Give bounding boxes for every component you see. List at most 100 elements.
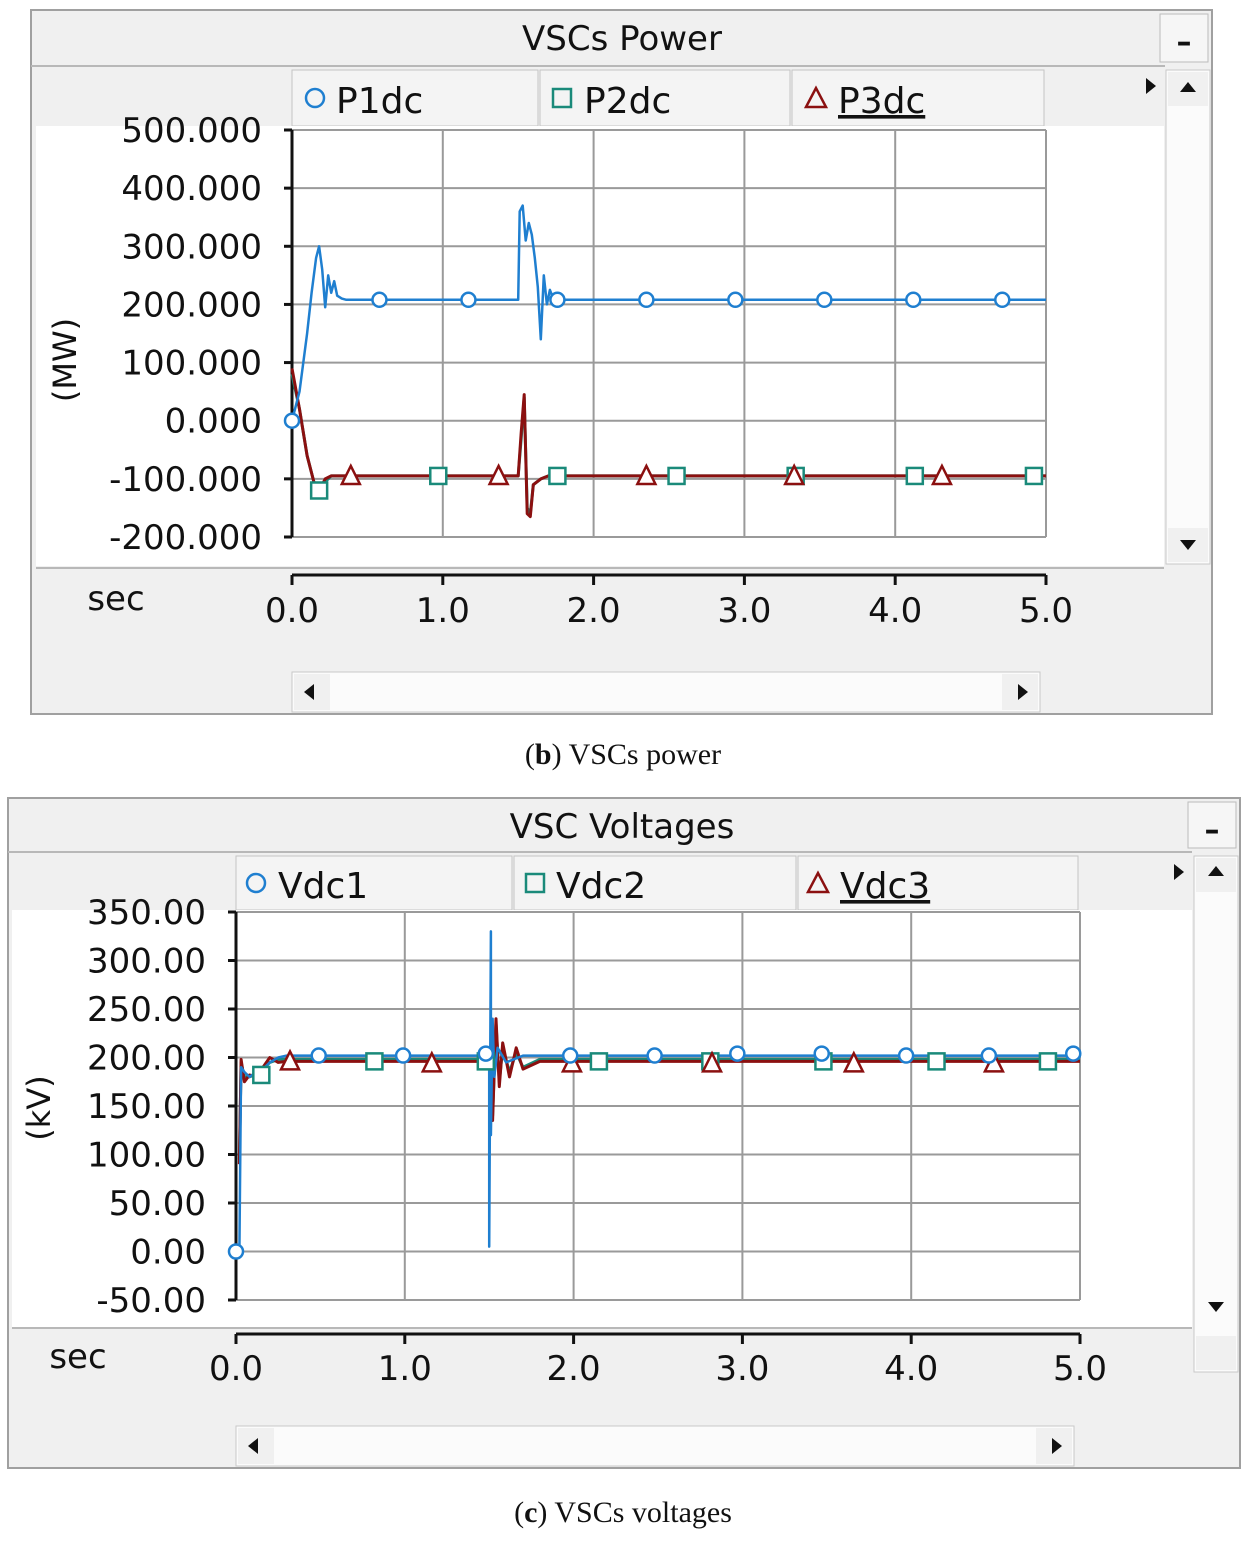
caption-text: VSCs power xyxy=(561,738,722,771)
scroll-up-icon xyxy=(1208,866,1224,876)
legend-label-vdc2: Vdc2 xyxy=(556,866,646,907)
y-tick-label: 150.00 xyxy=(87,1087,206,1127)
data-point-p3dc xyxy=(487,463,510,486)
horizontal-scrollbar[interactable] xyxy=(291,671,1041,713)
caption-text: VSCs voltages xyxy=(547,1496,732,1529)
vertical-scrollbar[interactable] xyxy=(1193,855,1239,1373)
series-line-vdc1 xyxy=(236,930,1080,1253)
minimize-icon: – xyxy=(1177,25,1192,60)
scroll-down-icon xyxy=(1208,1302,1224,1312)
data-point-p2dc xyxy=(1024,466,1044,486)
y-tick-label: 200.00 xyxy=(87,1039,206,1079)
legend-item-vdc2[interactable] xyxy=(513,855,797,911)
legend-scroll-right-icon[interactable] xyxy=(1174,864,1184,880)
legend-label-p2dc: P2dc xyxy=(584,81,671,122)
data-point-vdc1 xyxy=(897,1047,915,1064)
figure-caption-b: (b) VSCs power xyxy=(524,738,722,771)
minimize-icon: – xyxy=(1205,813,1220,848)
x-tick-label: 2.0 xyxy=(547,1349,601,1389)
y-tick-label: 0.000 xyxy=(165,402,262,442)
series-line-p1dc xyxy=(290,204,1046,422)
legend-item-vdc1[interactable] xyxy=(235,855,513,911)
y-tick-label: 300.00 xyxy=(87,942,206,982)
data-point-vdc1 xyxy=(394,1047,412,1064)
data-point-vdc3 xyxy=(842,1050,865,1073)
y-axis-label: (MW) xyxy=(46,318,84,402)
legend-label-vdc3: Vdc3 xyxy=(840,866,930,907)
data-point-p1dc xyxy=(816,291,833,309)
x-tick-label: 0.0 xyxy=(265,591,319,631)
data-point-vdc1 xyxy=(1064,1045,1082,1062)
caption-letter: c xyxy=(524,1496,538,1529)
data-point-vdc1 xyxy=(729,1045,746,1062)
y-tick-label: 50.00 xyxy=(109,1184,206,1224)
data-point-p1dc xyxy=(994,291,1011,309)
data-point-p1dc xyxy=(905,291,922,309)
data-point-vdc1 xyxy=(646,1047,663,1064)
legend-item-vdc3[interactable] xyxy=(797,855,1079,911)
legend-item-p3dc[interactable] xyxy=(791,69,1045,127)
circle-marker-icon xyxy=(245,872,267,894)
circle-marker-icon xyxy=(304,87,326,109)
square-marker-icon xyxy=(551,87,573,109)
triangle-marker-icon xyxy=(805,870,831,894)
data-point-vdc1 xyxy=(477,1045,495,1062)
data-point-vdc1 xyxy=(813,1045,830,1062)
data-point-vdc2 xyxy=(589,1052,609,1071)
data-point-p3dc xyxy=(339,463,362,486)
minimize-button[interactable] xyxy=(1187,801,1237,849)
scroll-down-button[interactable] xyxy=(1196,1336,1236,1370)
data-point-p3dc xyxy=(783,463,806,486)
y-tick-label: 250.00 xyxy=(87,990,206,1030)
data-point-vdc1 xyxy=(561,1047,579,1064)
data-point-p3dc xyxy=(635,463,658,486)
data-point-p2dc xyxy=(667,466,686,486)
x-axis-unit: sec xyxy=(49,1337,106,1377)
x-tick-label: 1.0 xyxy=(378,1349,432,1389)
legend-scroll-right-icon[interactable] xyxy=(1146,78,1156,94)
data-point-p2dc xyxy=(905,466,925,486)
plot-background xyxy=(12,910,1192,1328)
data-point-vdc2 xyxy=(252,1065,271,1085)
legend-item-p2dc[interactable] xyxy=(539,69,791,127)
x-tick-label: 3.0 xyxy=(715,1349,769,1389)
data-point-p1dc xyxy=(727,291,744,309)
y-axis-label: (kV) xyxy=(20,1075,58,1140)
data-point-vdc2 xyxy=(927,1052,946,1071)
data-point-vdc1 xyxy=(310,1047,327,1064)
y-tick-label: 200.000 xyxy=(121,285,262,325)
x-tick-label: 5.0 xyxy=(1053,1349,1107,1389)
data-point-p1dc xyxy=(283,412,301,429)
data-point-p3dc xyxy=(930,463,953,486)
data-point-p1dc xyxy=(638,291,655,309)
square-marker-icon xyxy=(524,872,546,894)
x-tick-label: 4.0 xyxy=(884,1349,938,1389)
scroll-left-icon xyxy=(248,1438,258,1454)
y-tick-label: 300.000 xyxy=(121,227,262,267)
legend: P1dc P2dc P3dc xyxy=(291,69,1045,127)
x-tick-label: 1.0 xyxy=(416,591,470,631)
figure-caption-c: (c) VSCs voltages xyxy=(514,1496,732,1529)
data-point-p1dc xyxy=(460,291,477,309)
x-axis-unit: sec xyxy=(87,579,144,619)
data-point-vdc3 xyxy=(278,1048,302,1071)
data-point-p2dc xyxy=(309,481,329,500)
y-tick-label: 400.000 xyxy=(121,169,262,209)
y-tick-label: 350.00 xyxy=(87,893,206,933)
data-point-vdc1 xyxy=(227,1243,245,1260)
y-tick-label: -50.00 xyxy=(96,1281,206,1321)
legend-label-vdc1: Vdc1 xyxy=(278,866,368,907)
plot-background xyxy=(36,126,1164,566)
x-tick-label: 3.0 xyxy=(717,591,771,631)
y-tick-label: 100.000 xyxy=(121,344,262,384)
window-title: VSC Voltages xyxy=(510,807,735,847)
scroll-up-icon xyxy=(1180,82,1196,92)
vertical-scrollbar[interactable] xyxy=(1165,69,1211,565)
horizontal-scrollbar[interactable] xyxy=(235,1425,1075,1467)
y-tick-label: 0.00 xyxy=(130,1233,206,1273)
series-line-p3dc xyxy=(290,368,1046,519)
legend-label-p1dc: P1dc xyxy=(336,81,423,122)
window-title: VSCs Power xyxy=(522,19,722,59)
y-tick-label: 500.000 xyxy=(121,111,262,151)
minimize-button[interactable] xyxy=(1159,13,1209,63)
